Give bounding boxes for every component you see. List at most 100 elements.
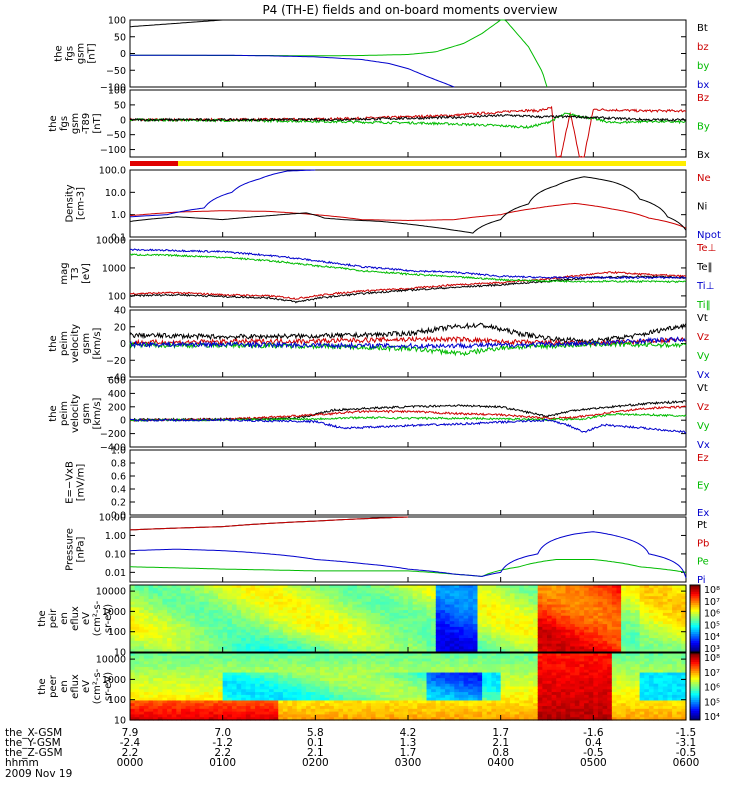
heatmap-cell [384,661,391,665]
heatmap-cell [639,635,645,639]
heatmap-cell [352,661,358,665]
heatmap-cell [143,661,150,665]
heatmap-cell [509,629,516,634]
heatmap-cell [408,689,414,693]
heatmap-cell [380,610,386,614]
heatmap-cell [408,607,414,611]
heatmap-cell [509,612,516,617]
heatmap-cell [403,612,409,617]
heatmap-cell [259,694,265,699]
heatmap-cell [370,585,377,589]
heatmap-cell [157,706,164,710]
heatmap-cell [440,585,446,589]
heatmap-cell [435,618,442,622]
heatmap-cell [319,590,326,594]
heatmap-cell [273,587,279,592]
heatmap-cell [639,646,645,650]
heatmap-cell [440,629,446,634]
heatmap-cell [213,714,219,718]
heatmap-cell [639,632,645,636]
heatmap-cell [380,680,386,685]
heatmap-cell [653,607,659,611]
heatmap-cell [264,604,270,608]
heatmap-cell [361,626,367,631]
heatmap-cell [153,700,159,704]
heatmap-cell [375,694,381,699]
heatmap-cell [250,596,256,600]
heatmap-cell [171,615,177,620]
heatmap-cell [509,649,516,653]
heatmap-cell [292,601,298,606]
heatmap-cell [472,601,479,606]
heatmap-cell [218,672,224,676]
heatmap-cell [676,629,682,634]
heatmap-cell [556,618,562,622]
heatmap-cell [644,621,650,625]
heatmap-cell [384,587,391,592]
heatmap-cell [333,683,340,688]
heatmap-cell [463,689,469,693]
heatmap-cell [143,640,150,645]
heatmap-cell [621,635,627,639]
heatmap-cell [537,618,543,622]
heatmap-cell [440,711,446,716]
heatmap-cell [630,629,636,634]
heatmap-cell [218,680,224,685]
heatmap-cell [180,706,187,710]
heatmap-cell [269,689,275,693]
colorbar-cell [690,649,700,653]
heatmap-cell [306,706,312,710]
heatmap-cell [560,649,567,653]
heatmap-cell [505,593,511,597]
heatmap-cell [273,689,279,693]
heatmap-cell [194,694,201,699]
heatmap-cell [255,680,261,685]
heatmap-cell [653,585,659,589]
heatmap-cell [597,585,604,589]
heatmap-cell [477,610,483,614]
heatmap-cell [130,680,136,685]
panel-frame [129,19,687,88]
heatmap-cell [319,596,326,600]
colorbar-cell [690,591,700,595]
heatmap-cell [500,649,506,653]
heatmap-cell [454,686,460,690]
heatmap-cell [607,632,613,636]
heatmap-cell [408,587,414,592]
heatmap-cell [417,618,423,622]
heatmap-cell [180,607,187,611]
heatmap-cell [245,678,252,682]
heatmap-cell [630,601,636,606]
heatmap-cell [366,680,372,685]
heatmap-cell [204,615,210,620]
heatmap-cell [477,635,483,639]
heatmap-cell [384,658,391,662]
heatmap-cell [143,675,150,679]
heatmap-cell [375,640,381,645]
heatmap-cell [329,632,335,636]
heatmap-cell [176,621,182,625]
series-pressure-pi [129,531,687,579]
heatmap-cell [296,649,303,653]
heatmap-cell [635,604,641,608]
heatmap-cell [408,632,414,636]
heatmap-cell [250,618,256,622]
heatmap-cell [431,604,437,608]
heatmap-cell [361,678,367,682]
heatmap-cell [403,629,409,634]
heatmap-cell [324,717,330,721]
heatmap-cell [231,626,238,631]
heatmap-cell [162,598,168,603]
heatmap-cell [579,646,585,650]
heatmap-cell [213,669,219,674]
heatmap-cell [449,629,455,634]
heatmap-cell [366,708,372,713]
heatmap-cell [389,646,395,650]
heatmap-cell [635,612,641,617]
heatmap-cell [366,612,372,617]
heatmap-cell [477,596,483,600]
heatmap-cell [199,590,205,594]
heatmap-cell [157,675,164,679]
heatmap-cell [417,708,423,713]
heatmap-cell [570,632,576,636]
